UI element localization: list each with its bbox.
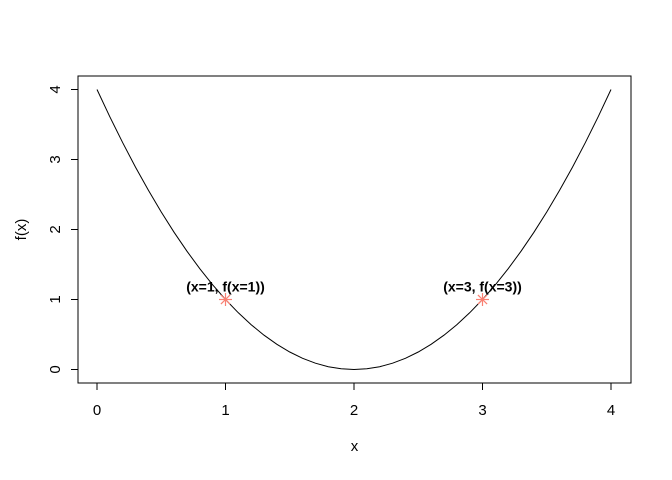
y-axis-ticks: 0 1 2 3 4 xyxy=(47,85,78,374)
x-tick-label: 1 xyxy=(221,402,229,419)
point-annotation-label: (x=1, f(x=1)) xyxy=(186,279,265,295)
annotated-points-layer: (x=1, f(x=1)) (x=3, f(x=3)) xyxy=(186,279,522,306)
y-axis-title: f(x) xyxy=(13,219,30,241)
y-tick-label: 1 xyxy=(47,295,64,303)
x-tick-label: 2 xyxy=(350,402,358,419)
x-tick-label: 4 xyxy=(607,402,615,419)
x-tick-label: 0 xyxy=(93,402,101,419)
x-axis-title: x xyxy=(351,438,359,455)
plot-box xyxy=(77,75,632,384)
asterisk-marker-icon xyxy=(220,294,231,305)
x-tick-label: 3 xyxy=(478,402,486,419)
x-axis-ticks: 0 1 2 3 4 xyxy=(93,383,615,419)
annotated-point: (x=3, f(x=3)) xyxy=(443,279,522,306)
y-tick-label: 4 xyxy=(47,85,64,93)
function-curve xyxy=(96,89,612,371)
annotated-point: (x=1, f(x=1)) xyxy=(186,279,265,306)
y-tick-label: 2 xyxy=(47,225,64,233)
point-annotation-label: (x=3, f(x=3)) xyxy=(443,279,522,295)
y-tick-label: 3 xyxy=(47,155,64,163)
y-tick-label: 0 xyxy=(47,365,64,373)
asterisk-marker-icon xyxy=(477,294,488,305)
curve-layer xyxy=(96,89,612,371)
